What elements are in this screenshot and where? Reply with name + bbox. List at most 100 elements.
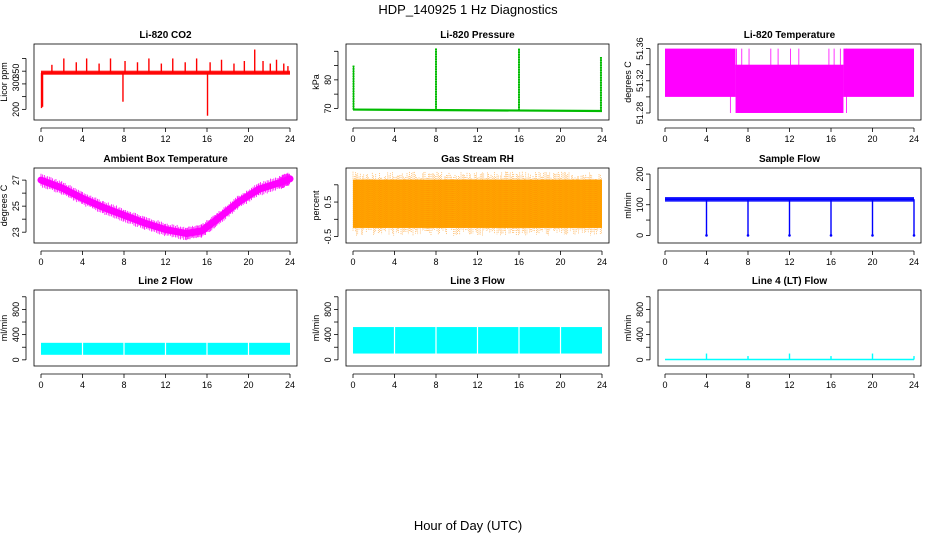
x-tick-label: 4 [392,134,397,144]
panel-data [665,197,916,237]
x-tick-label: 0 [662,257,667,267]
y-tick-label: 400 [635,327,645,342]
data-dip-point [705,234,708,237]
y-tick-label: 800 [11,302,21,317]
panel-title: Line 2 Flow [138,276,193,287]
plot-frame [33,167,298,244]
y-tick-label: 0 [635,233,645,238]
x-tick-label: 4 [704,380,709,390]
panel-data [37,172,294,241]
data-dip-point [746,234,750,237]
x-tick-label: 8 [745,380,750,390]
x-tick-label: 16 [202,134,212,144]
panel-data [353,326,602,355]
y-axis-label: ml/min [623,192,633,219]
plot-frame [345,43,610,121]
panel-title: Ambient Box Temperature [103,154,228,165]
y-tick-label: 70 [323,103,333,113]
x-tick-label: 12 [160,380,170,390]
plot-frame [33,289,298,367]
x-tick-label: 20 [867,134,877,144]
x-tick-label: 8 [121,380,126,390]
x-tick-label: 8 [745,257,750,267]
y-tick-label: 23 [11,227,21,237]
y-axis-label: ml/min [623,315,633,342]
panel-data [665,48,914,113]
y-tick-label: 51.28 [635,102,645,125]
data-dip-point [788,234,791,237]
x-tick-label: 0 [38,257,43,267]
x-tick-label: 8 [433,257,438,267]
data-band [735,64,844,113]
x-tick-label: 12 [472,380,482,390]
x-tick-label: 24 [597,257,607,267]
x-tick-label: 20 [555,380,565,390]
panel-data [665,353,915,361]
x-tick-label: 8 [433,134,438,144]
y-tick-label: 350 [11,64,21,79]
y-tick-label: 300 [11,76,21,91]
x-tick-label: 12 [784,257,794,267]
x-tick-label: 24 [909,380,919,390]
panel-2: Li-820 Temperature 0 4 8 12 16 20 24 51.28 51.32 5… [623,30,922,144]
data-line [352,108,603,113]
x-tick-label: 8 [433,380,438,390]
x-tick-label: 20 [867,257,877,267]
x-tick-label: 16 [514,257,524,267]
x-tick-label: 12 [160,134,170,144]
x-tick-label: 24 [597,380,607,390]
y-tick-label: 51.36 [635,37,645,60]
y-tick-label: 80 [323,75,333,85]
figure-title: HDP_140925 1 Hz Diagnostics [378,2,558,17]
x-tick-label: 20 [243,380,253,390]
x-tick-label: 8 [745,134,750,144]
y-tick-label: -0.5 [323,229,333,245]
panel-data [40,49,290,116]
data-band [843,48,914,97]
panel-title: Li-820 Pressure [440,30,515,41]
x-tick-label: 0 [350,134,355,144]
x-tick-label: 20 [867,380,877,390]
x-tick-label: 8 [121,257,126,267]
plot-frame [657,289,922,367]
x-tick-label: 24 [285,257,295,267]
y-axis-label: degrees C [0,184,9,226]
x-tick-label: 20 [243,134,253,144]
y-axis-label: Licor ppm [0,62,9,102]
x-tick-label: 0 [38,134,43,144]
x-tick-label: 12 [472,134,482,144]
y-tick-label: 0 [635,357,645,362]
plot-frame [657,167,922,244]
y-tick-label: 400 [11,327,21,342]
x-tick-label: 4 [392,257,397,267]
x-tick-label: 0 [662,380,667,390]
x-tick-label: 0 [662,134,667,144]
x-tick-label: 12 [160,257,170,267]
y-axis-label: percent [311,190,321,221]
plot-frame [657,43,922,121]
x-tick-label: 24 [285,380,295,390]
x-tick-label: 4 [704,257,709,267]
figure-x-axis-label: Hour of Day (UTC) [413,518,523,533]
x-tick-label: 16 [826,257,836,267]
x-tick-label: 0 [350,380,355,390]
data-dip-point [912,234,916,237]
x-tick-label: 20 [555,257,565,267]
y-tick-label: 0 [11,357,21,362]
panel-data [41,341,290,356]
panel-title: Line 4 (LT) Flow [752,276,828,287]
x-tick-label: 4 [392,380,397,390]
x-tick-label: 0 [350,257,355,267]
panel-data [352,48,603,113]
y-tick-label: 0.5 [323,196,333,209]
y-axis-label: ml/min [0,315,9,342]
y-tick-label: 0 [323,357,333,362]
x-tick-label: 16 [202,257,212,267]
data-dip-point [829,234,833,237]
